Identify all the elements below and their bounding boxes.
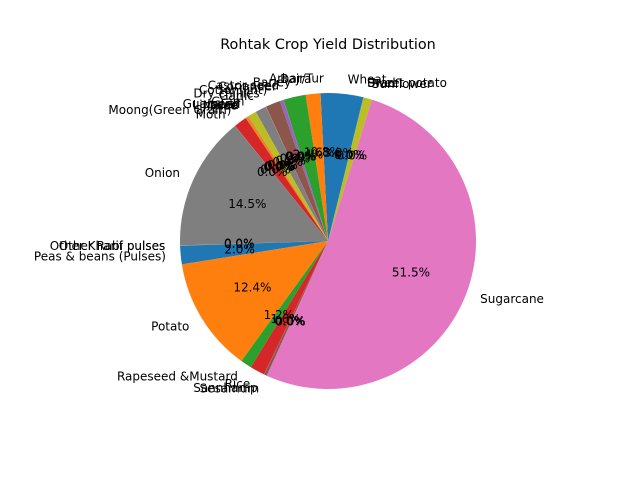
pie-slice-castor-seed	[283, 99, 328, 242]
slice-percent-maize: 0.0%	[263, 160, 294, 174]
pie-slices	[180, 93, 476, 389]
slice-percent-urad: 0.0%	[334, 148, 365, 162]
slice-percent-moth: 0.0%	[257, 165, 288, 179]
slice-percent-cotton-lint: 0.0%	[280, 152, 311, 166]
pie-slice-barley	[283, 94, 328, 241]
slice-percent-bajra: 1.6%	[304, 146, 335, 160]
slice-label-dry-chillies: Dry chillies	[193, 86, 259, 100]
pie-slice-sannhamp	[263, 241, 328, 375]
slice-percent-sweet-potato: 0.0%	[334, 148, 365, 162]
pie-slice-garlic	[255, 106, 328, 241]
slice-percent-other-rabi-pulses: 0.0%	[224, 237, 255, 251]
pie-slice-sunflower	[328, 97, 372, 241]
slice-percent-arhar-tur: 0.8%	[310, 145, 341, 159]
slice-percent-sesamum: 0.0%	[275, 314, 306, 328]
slice-percent-barley: 2.4%	[293, 148, 324, 162]
pie-slice-sugarcane	[266, 99, 476, 389]
slice-label-sunflower: Sunflower	[372, 77, 432, 91]
slice-percent-onion: 14.5%	[228, 197, 266, 211]
slice-percent-moong-green-gram: 0.0%	[260, 162, 291, 176]
slice-label-onion: Onion	[145, 166, 180, 180]
slice-label-castor-seed: Castor seed	[208, 79, 279, 93]
slice-label-sannhamp: Sannhamp	[193, 381, 257, 395]
slice-percent-guarseed: 0.0%	[265, 159, 296, 173]
slice-percent-castor-seed: 0.0%	[286, 149, 317, 163]
slice-label-potato: Potato	[151, 319, 189, 333]
slice-percent-sunflower: 0.0%	[337, 148, 368, 162]
slice-label-sugarcane: Sugarcane	[480, 292, 544, 306]
pie-percent-labels: 0.8%1.6%2.4%0.0%0.0%0.0%0.0%0.0%0.0%0.0%…	[224, 145, 430, 328]
slice-label-peas-beans-pulses: Peas & beans (Pulses)	[34, 250, 166, 264]
slice-percent-garlic: 0.0%	[272, 155, 303, 169]
pie-slice-rapeseed-mustard	[241, 241, 328, 368]
slice-label-other-rabi-pulses: Other Rabi pulses	[59, 239, 166, 253]
slice-label-urad: Urad	[367, 76, 396, 90]
slice-percent-wheat: 3.8%	[323, 146, 354, 160]
chart-title: Rohtak Crop Yield Distribution	[220, 37, 436, 53]
pie-slice-guarseed	[248, 116, 328, 241]
slice-label-guarseed: Guarseed	[183, 97, 241, 111]
slice-label-garlic: Garlic	[219, 89, 254, 103]
pie-slice-coriander	[279, 99, 328, 241]
slice-percent-rice: 1.6%	[270, 312, 301, 326]
slice-label-maize: Maize	[203, 99, 238, 113]
slice-label-moong-green-gram: Moong(Green Gram)	[108, 103, 231, 117]
slice-percent-jowar: 0.0%	[265, 159, 296, 173]
slice-percent-linseed: 0.0%	[264, 160, 295, 174]
slice-label-cotton-lint: Cotton(lint)	[199, 83, 267, 97]
pie-slice-sweet-potato	[328, 97, 364, 241]
slice-percent-peas-beans-pulses: 2.0%	[224, 242, 255, 256]
pie-slice-gram	[248, 111, 328, 241]
slice-percent-rapeseed-mustard: 1.2%	[264, 308, 295, 322]
slice-percent-other-kharif-pulses: 0.0%	[224, 237, 255, 251]
slice-label-coriander: Coriander	[218, 79, 277, 93]
pie-slice-sesamum	[264, 241, 328, 376]
pie-slice-moth	[234, 125, 328, 241]
pie-slice-potato	[181, 241, 328, 362]
pie-slice-bajra	[305, 93, 328, 242]
slice-label-linseed: Linseed	[193, 98, 239, 112]
slice-label-other-kharif-pulses: Other Kharif pulses	[50, 239, 165, 253]
pie-slice-arhar-tur	[320, 93, 328, 241]
slice-label-gram: Gram	[211, 94, 244, 108]
slice-label-sesamum: Sesamum	[200, 382, 260, 396]
slice-label-sweet-potato: Sweet potato	[367, 76, 447, 90]
pie-slice-rice	[250, 241, 328, 375]
pie-slice-other-kharif-pulses	[180, 241, 328, 246]
slice-label-wheat: Wheat	[348, 72, 387, 86]
slice-percent-dry-chillies: 0.0%	[275, 153, 306, 167]
pie-slice-linseed	[245, 116, 328, 241]
pie-slice-jowar	[248, 116, 328, 241]
pie-slice-onion	[180, 125, 328, 246]
pie-slice-dry-chillies	[265, 106, 328, 241]
slice-label-barley: Barley	[253, 75, 291, 89]
slice-label-arhar-tur: Arhar/Tur	[269, 71, 324, 85]
slice-percent-gram: 0.0%	[267, 158, 298, 172]
slice-label-jowar: Jowar	[206, 97, 240, 111]
pie-slice-moong-green-gram	[235, 118, 328, 241]
slice-percent-sugarcane: 51.5%	[392, 266, 430, 280]
slice-percent-potato: 12.4%	[233, 281, 271, 295]
pie-slice-other-rabi-pulses	[180, 241, 328, 246]
slice-label-rice: Rice	[225, 377, 251, 391]
slice-label-moth: Moth	[196, 107, 226, 121]
pie-slice-wheat	[328, 93, 364, 241]
pie-slice-maize	[245, 117, 328, 241]
pie-slice-cotton-lint	[265, 101, 328, 242]
slice-percent-coriander: 0.0%	[285, 150, 316, 164]
pie-slice-urad	[328, 97, 364, 241]
slice-label-rapeseed-mustard: Rapeseed &Mustard	[117, 370, 238, 384]
slice-percent-sannhamp: 0.0%	[274, 314, 305, 328]
pie-slice-peas-beans-pulses	[180, 241, 328, 265]
slice-label-bajra: Bajra	[280, 72, 311, 86]
